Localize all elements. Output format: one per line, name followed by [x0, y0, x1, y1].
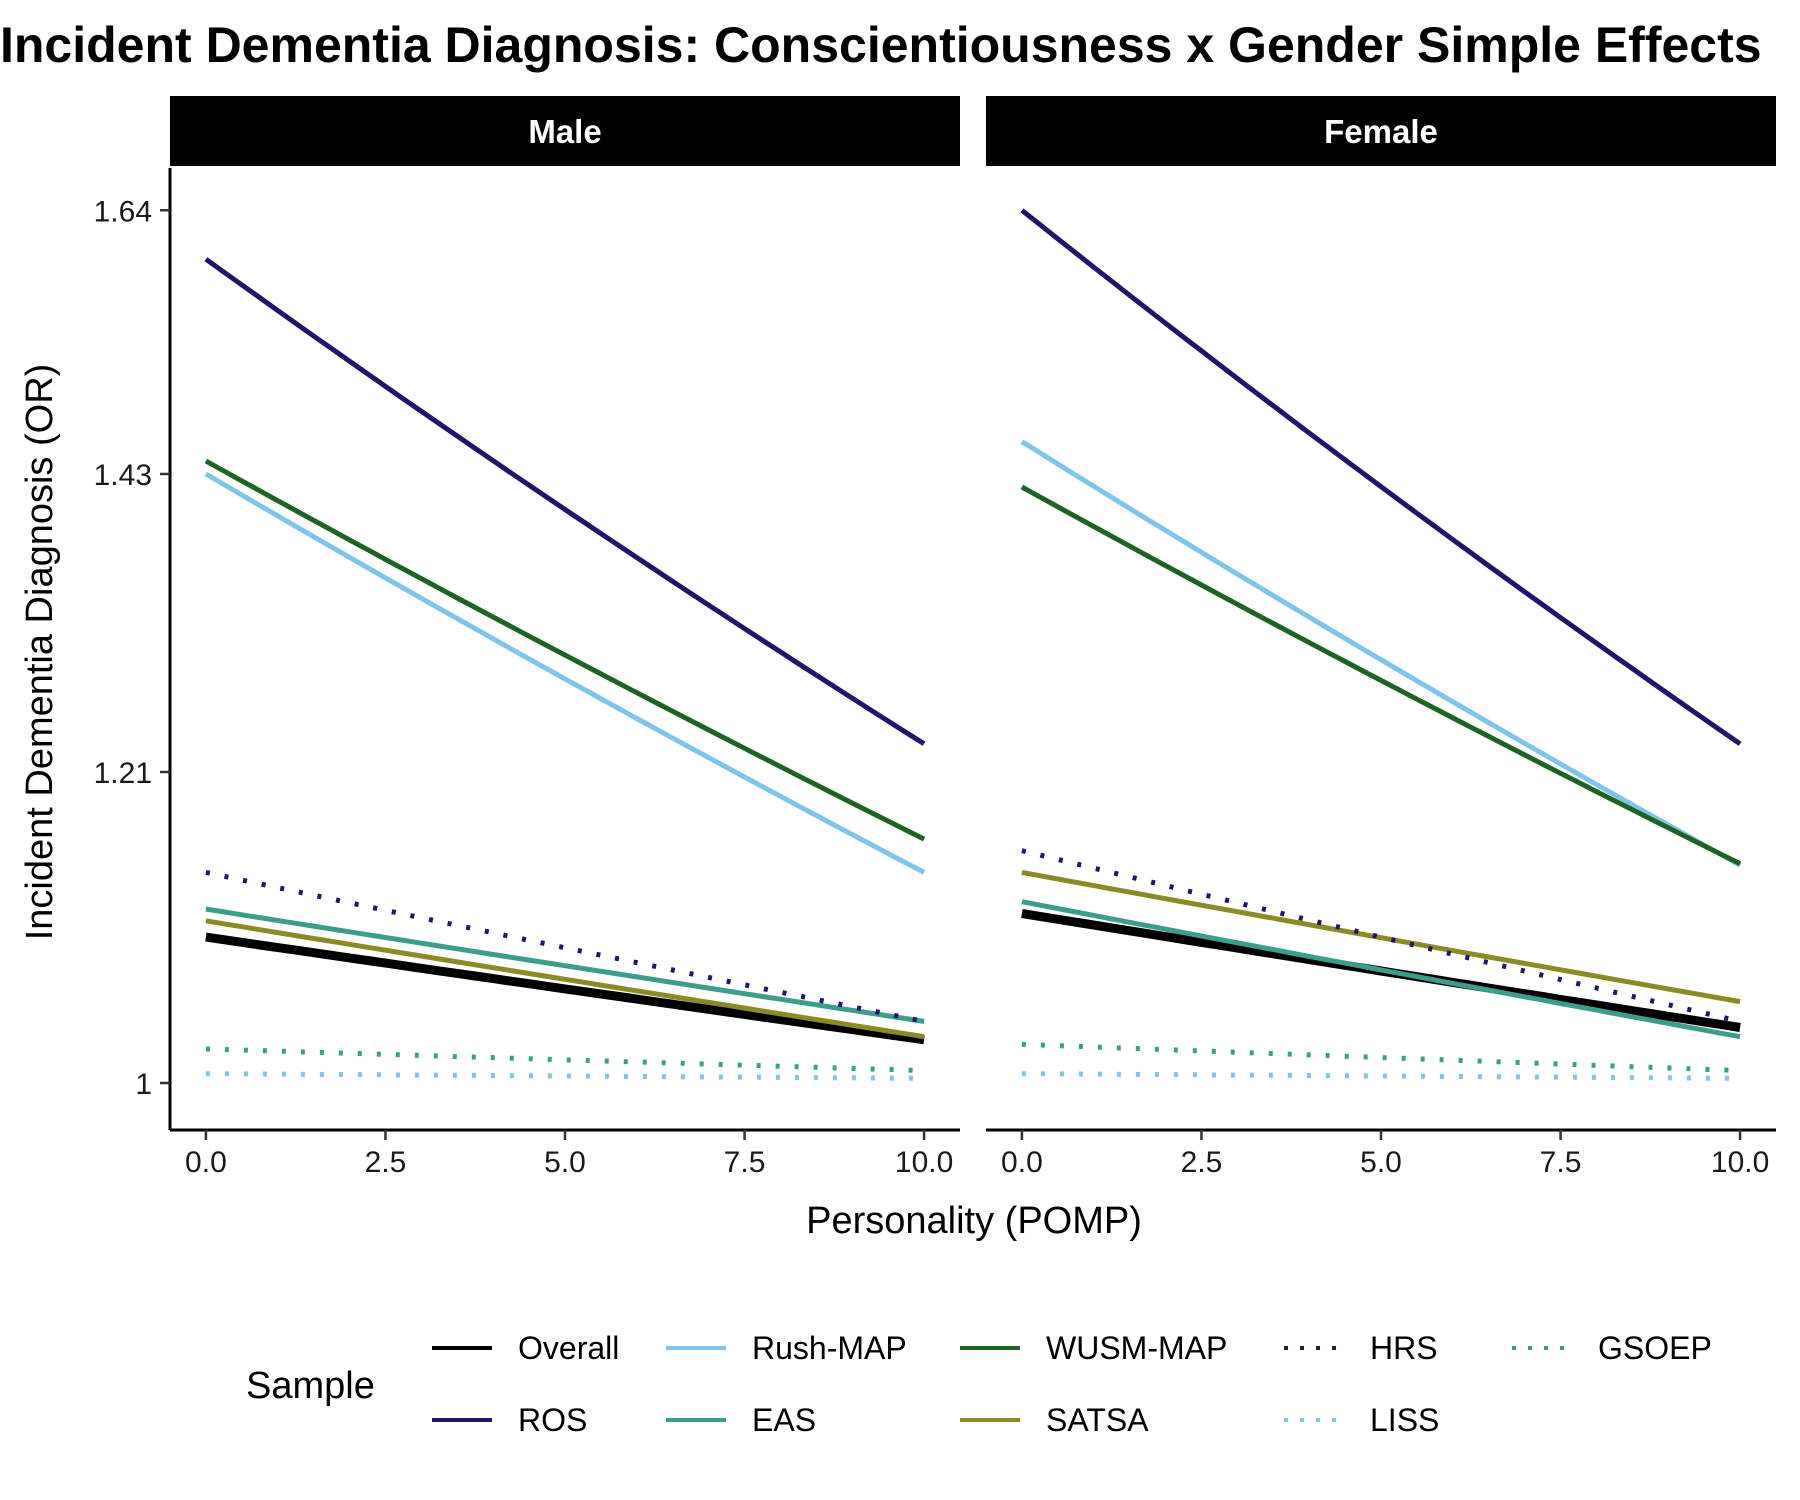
- series-line-rush-map: [204, 471, 926, 875]
- series-line-liss: [1021, 1071, 1741, 1081]
- legend-label: GSOEP: [1598, 1330, 1712, 1366]
- x-tick-label: 0.0: [1001, 1146, 1043, 1179]
- facet-strip-label: Male: [528, 113, 601, 150]
- x-tick-label: 10.0: [1711, 1146, 1769, 1179]
- x-tick-label: 2.5: [365, 1146, 407, 1179]
- legend-title: Sample: [246, 1365, 375, 1407]
- series-line-ros: [204, 257, 926, 746]
- legend-label: WUSM-MAP: [1046, 1330, 1227, 1366]
- panel-male: Male 0.0 2.5 5.0 7.5 10.0 1 1.21 1.43 1.64: [94, 96, 960, 1179]
- facet-panels: Male 0.0 2.5 5.0 7.5 10.0 1 1.21 1.43 1.64 Female 0…: [94, 96, 1776, 1179]
- series-line-eas: [205, 906, 925, 1024]
- series-line-hrs: [205, 869, 925, 1024]
- series-line-satsa: [205, 918, 925, 1040]
- legend-item-liss: LISS: [1284, 1402, 1439, 1438]
- legend-item-eas: EAS: [666, 1402, 816, 1438]
- x-tick-label: 10.0: [895, 1146, 953, 1179]
- series-line-liss: [205, 1071, 925, 1081]
- y-tick-label: 1: [135, 1068, 152, 1101]
- legend-label: SATSA: [1046, 1402, 1149, 1438]
- legend-item-gsoep: GSOEP: [1512, 1330, 1712, 1366]
- facet-strip-label: Female: [1324, 113, 1438, 150]
- facet-strip: [170, 96, 960, 166]
- series-line-satsa: [1021, 869, 1741, 1005]
- x-tick-label: 5.0: [1360, 1146, 1402, 1179]
- panel-female: Female 0.0 2.5 5.0 7.5 10.0: [986, 96, 1776, 1179]
- legend-item-hrs: HRS: [1284, 1330, 1438, 1366]
- legend-label: ROS: [518, 1402, 587, 1438]
- series-line-gsoep: [205, 1046, 925, 1074]
- x-axis-title: Personality (POMP): [806, 1200, 1142, 1242]
- x-tick-label: 5.0: [544, 1146, 586, 1179]
- series-line-rush-map: [1020, 439, 1742, 868]
- x-tick-label: 7.5: [1540, 1146, 1582, 1179]
- series-line-wusm-map: [204, 458, 926, 842]
- facet-strip: [986, 96, 1776, 166]
- series-line-overall: [205, 932, 925, 1045]
- legend: Sample Overall ROS Rush-MAP EAS WUSM-MAP SATS…: [246, 1330, 1712, 1438]
- y-axis-title: Incident Dementia Diagnosis (OR): [19, 364, 61, 941]
- chart-title: Incident Dementia Diagnosis: Conscientio…: [0, 17, 1762, 73]
- legend-item-satsa: SATSA: [960, 1402, 1149, 1438]
- legend-label: Overall: [518, 1330, 619, 1366]
- legend-label: EAS: [752, 1402, 816, 1438]
- series-line-wusm-map: [1020, 484, 1742, 866]
- series-line-ros: [1020, 208, 1742, 746]
- legend-label: Rush-MAP: [752, 1330, 907, 1366]
- legend-label: LISS: [1370, 1402, 1439, 1438]
- legend-item-wusm-map: WUSM-MAP: [960, 1330, 1227, 1366]
- x-tick-label: 2.5: [1181, 1146, 1223, 1179]
- legend-item-ros: ROS: [432, 1402, 587, 1438]
- legend-item-overall: Overall: [432, 1330, 619, 1366]
- legend-label: HRS: [1370, 1330, 1438, 1366]
- x-tick-label: 7.5: [724, 1146, 766, 1179]
- series-line-gsoep: [1021, 1041, 1741, 1074]
- legend-item-rush-map: Rush-MAP: [666, 1330, 907, 1366]
- y-tick-label: 1.43: [94, 459, 152, 492]
- series-line-eas: [1021, 899, 1741, 1040]
- y-tick-label: 1.21: [94, 757, 152, 790]
- x-tick-label: 0.0: [185, 1146, 227, 1179]
- y-tick-label: 1.64: [94, 195, 152, 228]
